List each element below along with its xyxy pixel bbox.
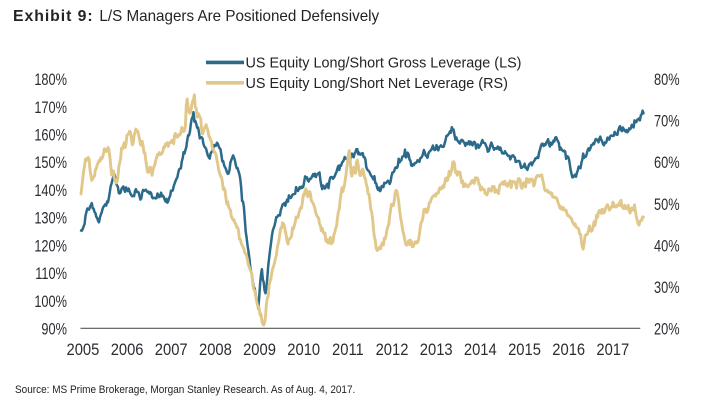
svg-text:60%: 60% — [654, 155, 680, 173]
svg-text:140%: 140% — [34, 183, 67, 201]
svg-text:2016: 2016 — [552, 341, 585, 359]
svg-text:2009: 2009 — [243, 341, 276, 359]
svg-text:2012: 2012 — [376, 341, 409, 359]
svg-text:2015: 2015 — [508, 341, 541, 359]
svg-text:Source: MS Prime Brokerage, Mo: Source: MS Prime Brokerage, Morgan Stanl… — [15, 383, 355, 396]
svg-text:100%: 100% — [34, 293, 67, 311]
svg-text:US Equity Long/Short Gross Lev: US Equity Long/Short Gross Leverage (LS) — [246, 56, 522, 72]
svg-text:40%: 40% — [654, 238, 680, 256]
svg-text:120%: 120% — [34, 238, 67, 256]
svg-text:30%: 30% — [654, 280, 680, 298]
svg-text:2013: 2013 — [420, 341, 453, 359]
svg-text:2006: 2006 — [111, 341, 144, 359]
svg-text:2017: 2017 — [596, 341, 629, 359]
svg-text:US Equity Long/Short Net Lever: US Equity Long/Short Net Leverage (RS) — [246, 76, 508, 92]
svg-text:20%: 20% — [654, 321, 680, 339]
svg-text:130%: 130% — [34, 210, 67, 228]
svg-text:110%: 110% — [35, 266, 67, 284]
svg-text:2007: 2007 — [155, 341, 188, 359]
svg-text:Exhibit 9:: Exhibit 9: — [13, 8, 94, 25]
svg-text:90%: 90% — [41, 321, 67, 339]
svg-text:2008: 2008 — [199, 341, 232, 359]
svg-text:2014: 2014 — [464, 341, 497, 359]
svg-text:2010: 2010 — [287, 341, 320, 359]
svg-text:50%: 50% — [654, 196, 680, 214]
svg-text:2005: 2005 — [66, 341, 99, 359]
svg-text:180%: 180% — [34, 72, 67, 90]
svg-text:150%: 150% — [34, 155, 67, 173]
svg-text:80%: 80% — [654, 72, 680, 90]
svg-text:2011: 2011 — [332, 341, 364, 359]
svg-text:70%: 70% — [654, 113, 680, 131]
svg-text:L/S Managers Are Positioned De: L/S Managers Are Positioned Defensively — [99, 8, 379, 25]
svg-text:160%: 160% — [34, 127, 67, 145]
svg-text:170%: 170% — [34, 99, 67, 117]
